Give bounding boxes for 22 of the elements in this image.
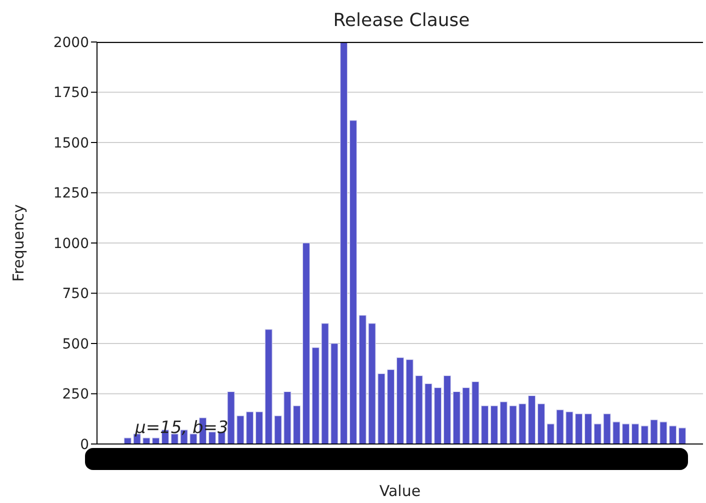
y-tick-label: 1250 [53,186,89,202]
y-axis-title: Frequency [9,204,28,282]
y-tick-label: 1000 [53,236,89,252]
bar [302,242,310,444]
y-tick-label: 250 [62,386,89,403]
y-tick-label: 750 [62,286,89,302]
bar [490,406,498,444]
chart-title: Release Clause [332,10,471,31]
bar [349,120,358,444]
bar [537,404,546,444]
bar [443,375,452,444]
y-tick-label: 1500 [53,135,89,152]
bar [584,414,592,444]
y-tick-label: 500 [62,336,89,352]
x-axis-title: Value [379,482,421,500]
y-tick-label: 2000 [53,34,89,51]
bar [255,412,264,444]
y-tick-label: 0 [80,436,89,453]
bar [678,428,686,444]
bar [631,424,640,444]
bar [396,357,404,444]
y-tick-label: 1750 [53,85,89,102]
